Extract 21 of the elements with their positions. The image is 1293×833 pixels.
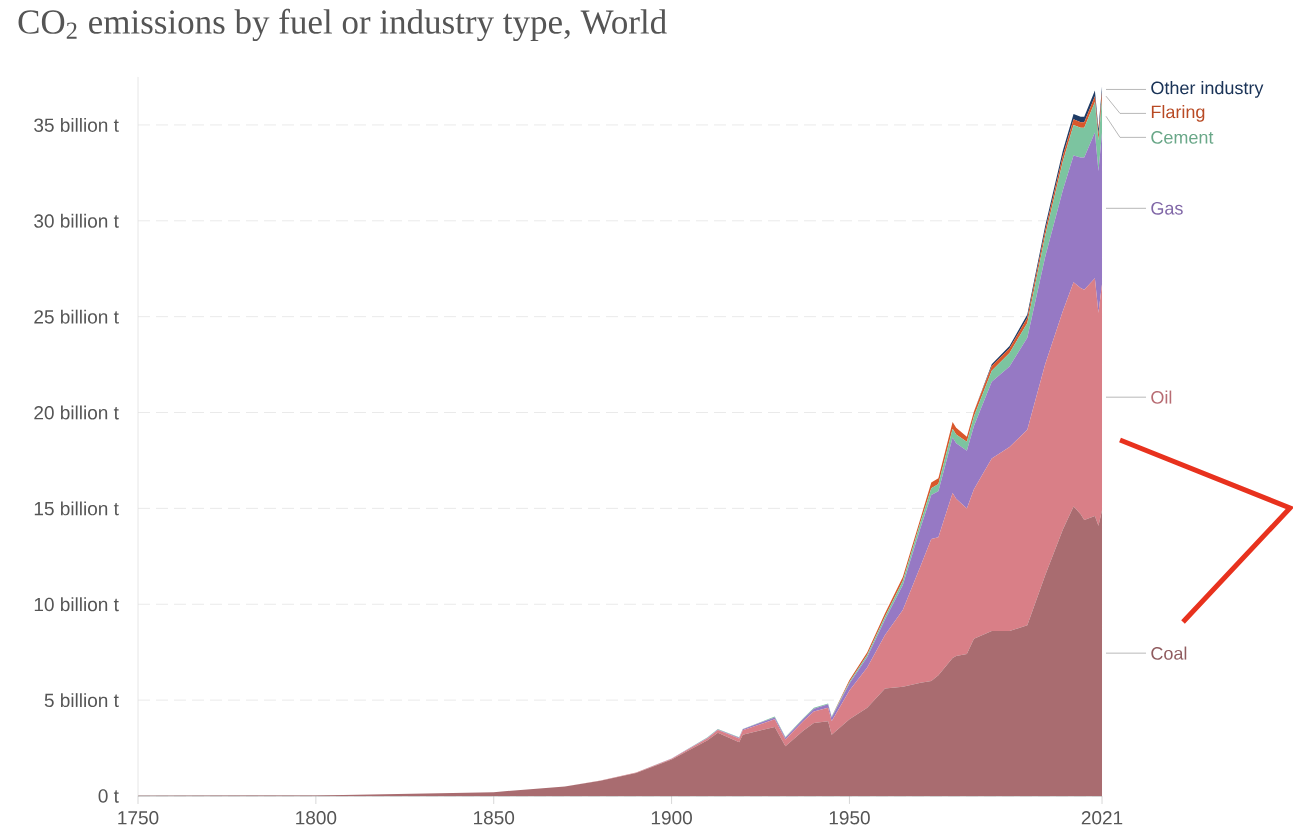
text: Flaring: [1151, 105, 1205, 122]
y-tick-label: 30 billion t: [34, 213, 119, 228]
y-tick-label: 25 billion t: [34, 309, 119, 324]
x-tick-label: 1800: [296, 811, 337, 825]
text: Cement: [1151, 131, 1214, 144]
y-tick-label: 20 billion t: [34, 405, 119, 420]
y-tick-label: 5 billion t: [44, 693, 119, 708]
y-tick-label: 0 t: [98, 789, 119, 803]
y-tick-label: 10 billion t: [34, 597, 119, 612]
text: Coal: [1151, 646, 1187, 660]
text: Other industry: [1151, 81, 1264, 98]
x-tick-label: 1900: [651, 811, 692, 825]
y-tick-label: 35 billion t: [34, 117, 119, 132]
text: Oil: [1151, 390, 1172, 404]
x-tick-label: 1950: [829, 811, 870, 825]
text: Gas: [1151, 201, 1183, 215]
x-tick-label: 1850: [474, 811, 515, 825]
x-tick-label: 1750: [118, 811, 159, 825]
y-tick-label: 15 billion t: [34, 501, 119, 516]
x-tick-label: 2021: [1081, 811, 1123, 825]
chart-title: CO$_{2}$ emissions by fuel or industry type, World: [18, 8, 667, 42]
